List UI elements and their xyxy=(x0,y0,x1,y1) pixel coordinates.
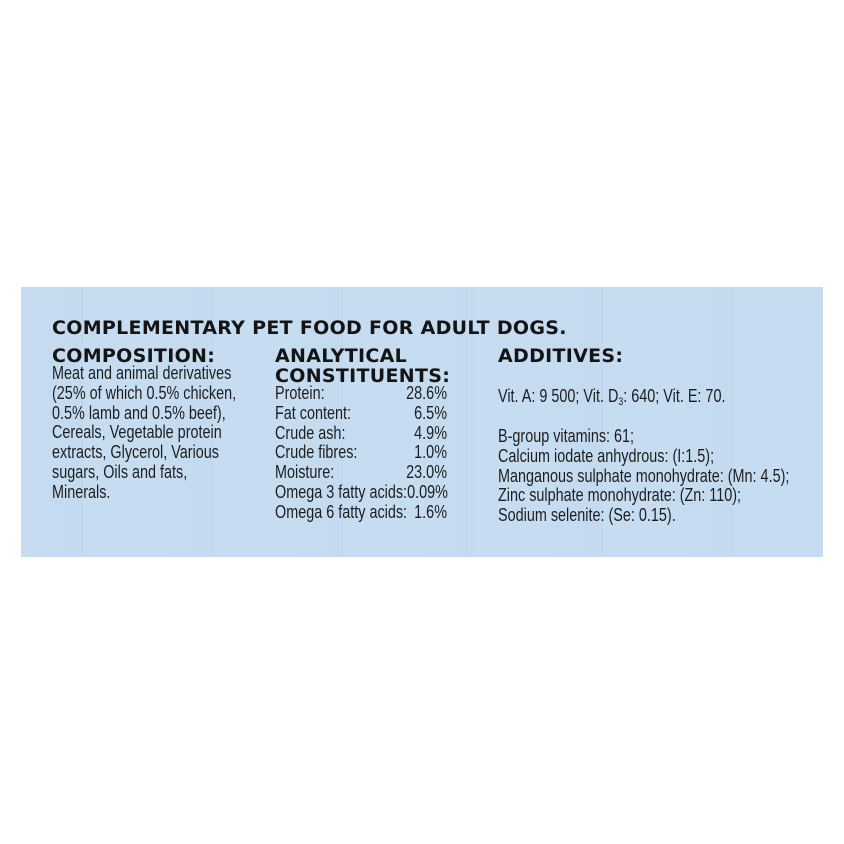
additive-line: Zinc sulphate monohydrate: (Zn: 110); xyxy=(498,485,742,506)
label-panel xyxy=(21,287,823,557)
composition-line: extracts, Glycerol, Various xyxy=(52,442,219,463)
analytical-row: Fat content: 6.5% xyxy=(275,402,447,423)
analytical-row: Crude fibres: 1.0% xyxy=(275,442,447,463)
additive-line: Manganous sulphate monohydrate: (Mn: 4.5… xyxy=(498,465,790,486)
composition-line: Minerals. xyxy=(52,481,111,502)
composition-line: sugars, Oils and fats, xyxy=(52,461,188,482)
composition-line: (25% of which 0.5% chicken, xyxy=(52,382,237,403)
analytical-heading-2: CONSTITUENTS: xyxy=(275,365,451,387)
composition-heading: COMPOSITION: xyxy=(52,345,216,367)
analytical-row: Protein: 28.6% xyxy=(275,383,447,403)
additive-line: Calcium iodate anhydrous: (I:1.5); xyxy=(498,445,715,466)
composition-line: Meat and animal derivatives xyxy=(52,363,232,383)
analytical-table: Protein: 28.6% Fat content: 6.5% Crude ash… xyxy=(275,383,448,523)
analytical-row: Crude ash: 4.9% xyxy=(275,422,447,443)
additives-vitamins: Vit. A: 9 500; Vit. D3: 640; Vit. E: 70. xyxy=(498,386,726,408)
composition-line: 0.5% lamb and 0.5% beef), xyxy=(52,402,226,423)
additives-list: B-group vitamins: 61; Calcium iodate anh… xyxy=(498,426,790,526)
title: COMPLEMENTARY PET FOOD FOR ADULT DOGS. xyxy=(52,317,567,339)
additives-heading: ADDITIVES: xyxy=(498,345,624,367)
analytical-heading-1: ANALYTICAL xyxy=(275,345,408,367)
composition-text: Meat and animal derivatives (25% of whic… xyxy=(52,363,237,503)
additive-line: B-group vitamins: 61; xyxy=(498,426,635,446)
analytical-row: Moisture: 23.0% xyxy=(275,462,447,483)
analytical-row: Omega 3 fatty acids: 0.09% xyxy=(275,481,448,502)
composition-line: Cereals, Vegetable protein xyxy=(52,422,222,443)
analytical-row: Omega 6 fatty acids: 1.6% xyxy=(275,501,447,522)
additive-line: Sodium selenite: (Se: 0.15). xyxy=(498,505,676,526)
